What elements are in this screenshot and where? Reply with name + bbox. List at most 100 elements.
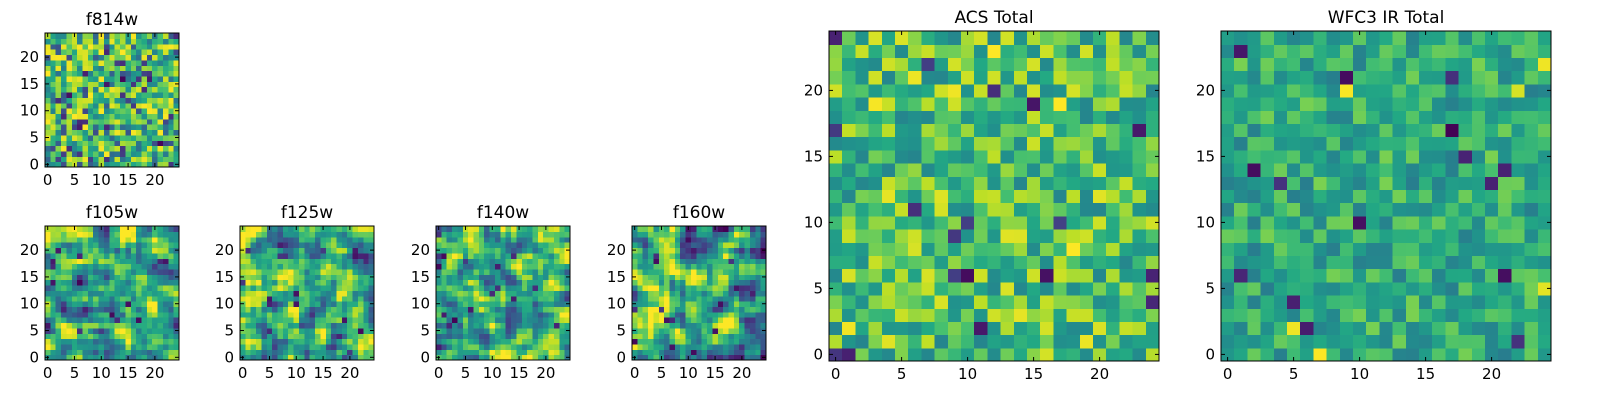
heatmap-cell [653, 242, 660, 249]
heatmap-cell [325, 226, 332, 232]
heatmap-cell [98, 236, 105, 243]
heatmap-cell [1053, 229, 1068, 243]
heatmap-cell [352, 354, 359, 361]
heatmap-cell [494, 226, 501, 232]
heatmap-cell [1273, 31, 1288, 45]
heatmap-cell [293, 333, 300, 340]
y-tick-label: 0 [420, 348, 430, 366]
heatmap-cell [516, 343, 523, 350]
heatmap-cell [543, 268, 550, 275]
heatmap-cell [277, 317, 284, 324]
x-tick-label: 15 [1416, 365, 1435, 383]
heatmap-cell [93, 322, 100, 329]
heatmap-cell [987, 242, 1002, 256]
heatmap-cell [77, 161, 84, 168]
heatmap-cell [61, 317, 68, 324]
heatmap-cell [82, 102, 89, 109]
heatmap-cell [103, 161, 110, 168]
heatmap-cell [66, 108, 73, 114]
heatmap-cell [701, 290, 708, 297]
heatmap-cell [71, 140, 78, 147]
heatmap-cell [921, 110, 936, 124]
heatmap-cell [1379, 57, 1394, 72]
heatmap-cell [357, 290, 364, 297]
heatmap-cell [1339, 149, 1354, 164]
heatmap-cell [462, 338, 469, 345]
heatmap-cell [282, 311, 289, 318]
heatmap-cell [680, 236, 687, 243]
heatmap-cell [712, 349, 719, 356]
heatmap-cell [674, 338, 681, 345]
heatmap-cell [1498, 347, 1512, 362]
heatmap-cell [61, 274, 68, 281]
heatmap-cell [293, 322, 300, 329]
heatmap-cell [1392, 44, 1407, 58]
heatmap-cell [505, 258, 512, 265]
heatmap-cell [868, 202, 883, 217]
heatmap-cell [87, 156, 94, 163]
heatmap-cell [1079, 229, 1094, 243]
heatmap-cell [452, 274, 459, 281]
x-tick-label: 5 [897, 365, 907, 383]
heatmap-cell [473, 306, 480, 313]
heatmap-cell [61, 268, 68, 275]
heatmap-cell [559, 290, 566, 297]
heatmap-cell [152, 306, 159, 313]
heatmap-cell [1419, 163, 1433, 177]
heatmap-cell [1405, 215, 1420, 230]
heatmap-cell [1405, 110, 1420, 124]
heatmap-cell [1234, 57, 1248, 72]
heatmap-cell [77, 118, 84, 125]
heatmap-cell [331, 290, 338, 297]
heatmap-cell [1458, 149, 1473, 164]
heatmap-cell [1419, 31, 1433, 45]
heatmap-cell [103, 134, 110, 141]
heatmap-cell [368, 295, 375, 302]
heatmap-cell [109, 311, 116, 318]
heatmap-cell [66, 97, 73, 104]
heatmap-cell [1053, 281, 1068, 296]
heatmap-cell [1234, 215, 1248, 230]
x-tick-label: 20 [145, 364, 164, 382]
heatmap-cell [162, 81, 169, 88]
heatmap-cell [1106, 176, 1120, 190]
heatmap-cell [855, 189, 870, 204]
heatmap-cell [146, 108, 153, 114]
heatmap-cell [728, 252, 735, 259]
heatmap-cell [707, 333, 713, 340]
heatmap-cell [277, 226, 284, 232]
heatmap-cell [125, 140, 132, 147]
heatmap-cell [66, 258, 73, 265]
heatmap-cell [98, 258, 105, 265]
heatmap-cell [1013, 242, 1028, 256]
heatmap-cell [548, 263, 555, 270]
heatmap-cell [98, 108, 105, 114]
heatmap-cell [658, 349, 665, 356]
heatmap-cell [895, 57, 909, 72]
heatmap-cell [45, 242, 51, 249]
heatmap-cell [114, 140, 121, 147]
heatmap-cell [320, 252, 327, 259]
heatmap-cell [87, 295, 94, 302]
heatmap-cell [120, 327, 126, 334]
heatmap-cell [1027, 44, 1041, 58]
heatmap-cell [109, 295, 116, 302]
heatmap-cell [895, 215, 909, 230]
heatmap-cell [61, 70, 68, 77]
y-tick-label: 15 [1196, 147, 1215, 165]
heatmap-cell [1339, 110, 1354, 124]
heatmap-cell [537, 338, 544, 345]
panel-title: f105w [86, 203, 138, 223]
heatmap-cell [66, 231, 73, 238]
heatmap-cell [446, 349, 453, 356]
y-tick-label: 20 [20, 241, 39, 259]
heatmap-cell [152, 317, 159, 324]
heatmap-cell [669, 327, 676, 334]
heatmap-cell [457, 338, 464, 345]
heatmap-cell [712, 231, 719, 238]
heatmap-cell [103, 349, 110, 356]
heatmap-cell [93, 145, 100, 152]
heatmap-cell [1511, 295, 1526, 309]
heatmap-cell [1066, 136, 1081, 151]
